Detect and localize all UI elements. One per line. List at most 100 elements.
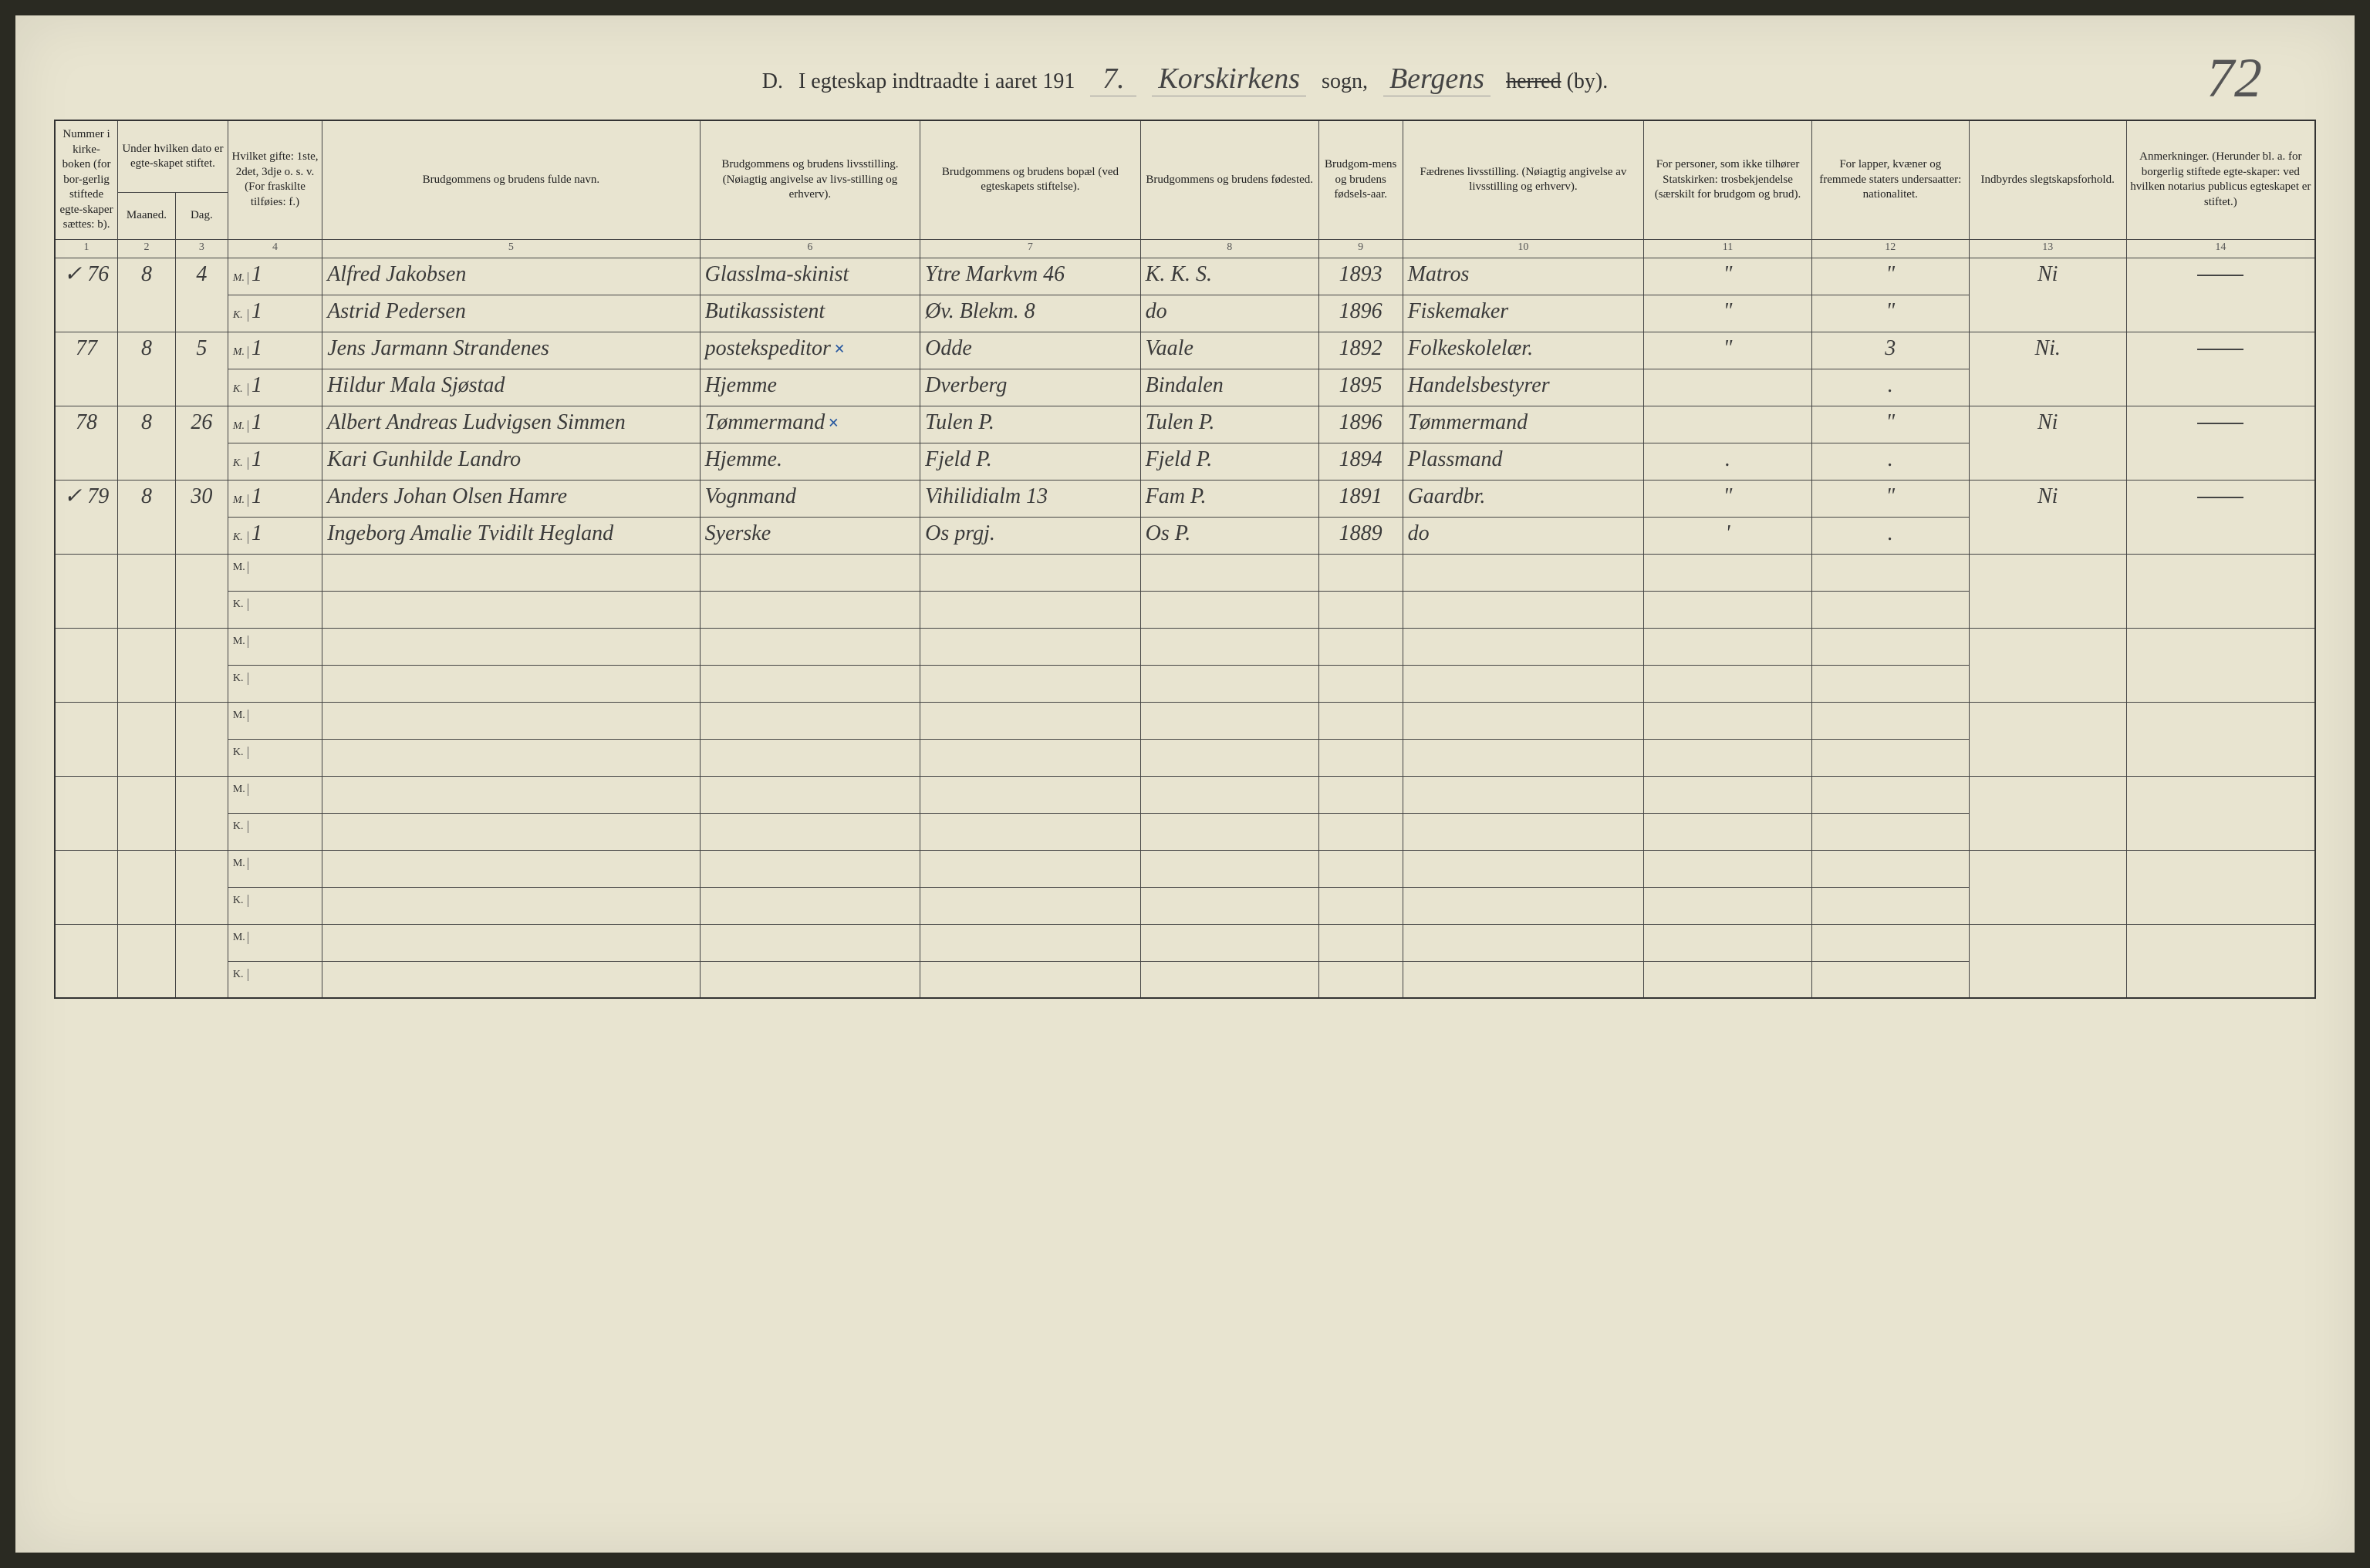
- cell-gifte: K.: [228, 887, 322, 924]
- empty-cell: [1140, 776, 1318, 813]
- empty-cell: [920, 554, 1141, 591]
- cell-aar: 1896: [1318, 295, 1403, 332]
- empty-cell: [1644, 665, 1812, 702]
- column-number: 8: [1140, 239, 1318, 258]
- header-c13: Indbyrdes slegtskapsforhold.: [1969, 120, 2126, 239]
- page-title: D. I egteskap indtraadte i aaret 1917. K…: [54, 62, 2316, 96]
- cell-aar: 1891: [1318, 480, 1403, 517]
- cell-stilling: Vognmand: [700, 480, 920, 517]
- cell-anm: [2126, 850, 2315, 924]
- cell-number: [55, 702, 118, 776]
- title-sogn-label: sogn,: [1322, 69, 1368, 94]
- cell-tros: ": [1644, 332, 1812, 369]
- cell-gifte: M.1: [228, 480, 322, 517]
- header-c9: Brudgom-mens og brudens fødsels-aar.: [1318, 120, 1403, 239]
- empty-cell: [1403, 961, 1644, 998]
- empty-cell: [1644, 554, 1812, 591]
- empty-cell: [1140, 554, 1318, 591]
- empty-cell: [1644, 702, 1812, 739]
- header-c8: Brudgommens og brudens fødested.: [1140, 120, 1318, 239]
- cell-tros: ": [1644, 258, 1812, 295]
- cell-slegt: Ni.: [1969, 332, 2126, 406]
- cell-anm: [2126, 332, 2315, 406]
- page-number: 72: [2206, 46, 2262, 110]
- empty-cell: [1644, 739, 1812, 776]
- mk-label: K.: [233, 895, 248, 907]
- cell-anm: [2126, 554, 2315, 628]
- empty-cell: [1318, 665, 1403, 702]
- table-body: 1234567891011121314✓ 7684M.1Alfred Jakob…: [55, 239, 2315, 998]
- empty-cell: [322, 776, 700, 813]
- cell-stilling: Butikassistent: [700, 295, 920, 332]
- cell-day: 26: [175, 406, 228, 480]
- mk-label: M.: [233, 561, 248, 574]
- empty-cell: [700, 554, 920, 591]
- empty-cell: [700, 961, 920, 998]
- empty-cell: [1811, 850, 1969, 887]
- cell-gifte: K.: [228, 961, 322, 998]
- cell-tros: [1644, 406, 1812, 443]
- empty-cell: [1403, 924, 1644, 961]
- cell-faedre: Tømmermand: [1403, 406, 1644, 443]
- empty-cell: [920, 924, 1141, 961]
- cell-name: Astrid Pedersen: [322, 295, 700, 332]
- cell-name: Alfred Jakobsen: [322, 258, 700, 295]
- cell-number: ✓ 76: [55, 258, 118, 332]
- cell-aar: 1896: [1318, 406, 1403, 443]
- cell-gifte: K.: [228, 813, 322, 850]
- empty-cell: [322, 554, 700, 591]
- cell-month: [118, 702, 176, 776]
- empty-cell: [1403, 702, 1644, 739]
- cell-bopel: Odde: [920, 332, 1141, 369]
- empty-cell: [322, 887, 700, 924]
- empty-cell: [1811, 776, 1969, 813]
- cell-nat: ": [1811, 406, 1969, 443]
- empty-cell: [1318, 739, 1403, 776]
- empty-cell: [1140, 961, 1318, 998]
- empty-cell: [700, 628, 920, 665]
- cell-nat: .: [1811, 369, 1969, 406]
- header-c4: Hvilket gifte: 1ste, 2det, 3dje o. s. v.…: [228, 120, 322, 239]
- cell-name: Ingeborg Amalie Tvidilt Hegland: [322, 517, 700, 554]
- empty-cell: [1644, 887, 1812, 924]
- cell-day: [175, 850, 228, 924]
- empty-cell: [920, 591, 1141, 628]
- empty-row: M.: [55, 702, 2315, 739]
- cell-nat: ": [1811, 258, 1969, 295]
- title-prefix: D.: [762, 69, 783, 94]
- dash-icon: [2197, 497, 2243, 498]
- dash-icon: [2197, 275, 2243, 276]
- empty-cell: [322, 924, 700, 961]
- header-c6: Brudgommens og brudens livsstilling. (Nø…: [700, 120, 920, 239]
- cell-slegt: [1969, 702, 2126, 776]
- empty-cell: [1140, 702, 1318, 739]
- cell-day: [175, 554, 228, 628]
- cell-bopel: Øv. Blekm. 8: [920, 295, 1141, 332]
- header-c7: Brudgommens og brudens bopæl (ved egtesk…: [920, 120, 1141, 239]
- cell-nat: .: [1811, 443, 1969, 480]
- empty-cell: [1644, 591, 1812, 628]
- cell-nat: .: [1811, 517, 1969, 554]
- cell-faedre: Handelsbestyrer: [1403, 369, 1644, 406]
- empty-cell: [1644, 776, 1812, 813]
- empty-cell: [1811, 665, 1969, 702]
- column-number: 9: [1318, 239, 1403, 258]
- cell-gifte: M.: [228, 850, 322, 887]
- cell-month: [118, 850, 176, 924]
- mk-label: M.: [233, 784, 248, 796]
- cell-tros: ": [1644, 295, 1812, 332]
- cell-month: 8: [118, 480, 176, 554]
- cell-number: 77: [55, 332, 118, 406]
- cell-number: [55, 924, 118, 998]
- empty-cell: [1318, 628, 1403, 665]
- ledger-table: Nummer i kirke-boken (for bor-gerlig sti…: [54, 120, 2316, 999]
- cell-month: [118, 554, 176, 628]
- cell-gifte: M.: [228, 628, 322, 665]
- cell-slegt: [1969, 776, 2126, 850]
- entry-row-m: 7785M.1Jens Jarmann Strandenesposteksped…: [55, 332, 2315, 369]
- empty-cell: [1811, 554, 1969, 591]
- empty-cell: [920, 850, 1141, 887]
- cell-gifte: K.: [228, 739, 322, 776]
- mk-label: K.: [233, 383, 248, 396]
- mk-label: M.: [233, 710, 248, 722]
